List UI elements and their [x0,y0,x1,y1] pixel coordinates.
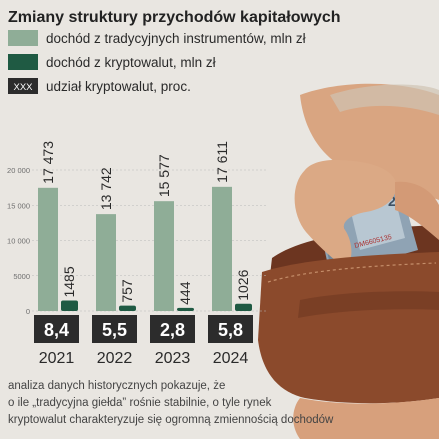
bar-value-label-crypto: 1026 [235,269,251,300]
arm-shape [300,83,439,200]
share-label-box [208,315,253,343]
bar-value-label-traditional: 15 577 [156,154,172,197]
y-tick-label: 10 000 [7,237,30,246]
share-label-box [92,315,137,343]
wallet-front [258,252,439,404]
bar-value-label-traditional: 13 742 [98,167,114,210]
bar-crypto [235,303,252,311]
bar-traditional [96,214,116,311]
bar-value-label-traditional: 17 611 [214,141,230,183]
legend-label-share: udział kryptowalut, proc. [46,79,191,94]
x-tick-label: 2022 [97,350,133,367]
x-tick-label: 2024 [213,350,249,367]
y-tick-label: 20 000 [7,166,30,175]
legend-swatch-crypto [8,54,38,70]
bar-crypto [119,305,136,311]
y-tick-label: 15 000 [7,201,30,210]
sleeve-shape [330,84,439,115]
bar-crypto [61,300,78,311]
wallet-stitching [267,262,437,283]
bars-group [38,186,252,311]
chart-title: Zmiany struktury przychodów kapitałowych [8,9,341,26]
footnote-line-1: analiza danych historycznych pokazuje, ż… [8,380,225,392]
value-labels-group: 17 473 1485 13 742 757 15 577 444 17 611 1026 [40,141,251,305]
bar-crypto [177,307,194,311]
legend-swatch-share [8,78,38,94]
y-tick-label: 0 [26,307,30,316]
x-tick-label: 2021 [39,350,75,367]
share-label-text: 2,8 [160,320,185,340]
share-label-box [150,315,195,343]
hand-shape [294,160,397,268]
bar-value-label-crypto: 444 [177,281,193,305]
footnote-line-2: o ile „tradycyjna giełda” rośnie stabiln… [8,397,272,409]
bar-traditional [154,201,174,311]
bar-value-label-traditional: 17 473 [40,141,56,184]
bar-traditional [212,186,232,311]
legend-swatch-traditional [8,30,38,46]
lower-hand-shape [293,398,439,439]
share-labels-group: 8,4 5,5 2,8 5,8 [34,315,253,343]
share-label-text: 5,8 [218,320,243,340]
x-tick-label: 2023 [155,350,191,367]
share-label-text: 5,5 [102,320,127,340]
footnote-line-3: kryptowalut charakteryzuje się ogromną z… [8,414,334,426]
bar-traditional [38,187,58,311]
legend-marker-share: XXX [13,82,33,93]
bar-value-label-crypto: 757 [119,279,135,303]
legend-label-crypto: dochód z kryptowalut, mln zł [46,55,216,70]
share-label-box [34,315,79,343]
wallet-fold-shadow [298,291,439,318]
share-label-text: 8,4 [44,320,69,340]
bar-value-label-crypto: 1485 [61,266,77,297]
y-tick-label: 5000 [13,272,30,281]
x-axis: 2021 2022 2023 2024 [39,350,249,367]
legend-label-traditional: dochód z tradycyjnych instrumentów, mln … [46,31,306,46]
footnote: analiza danych historycznych pokazuje, ż… [8,380,334,426]
wallet-with-banknote-illustration: 20 DM6605135 [258,83,439,439]
thumb-shape [395,181,439,240]
legend: dochód z tradycyjnych instrumentów, mln … [8,30,306,94]
